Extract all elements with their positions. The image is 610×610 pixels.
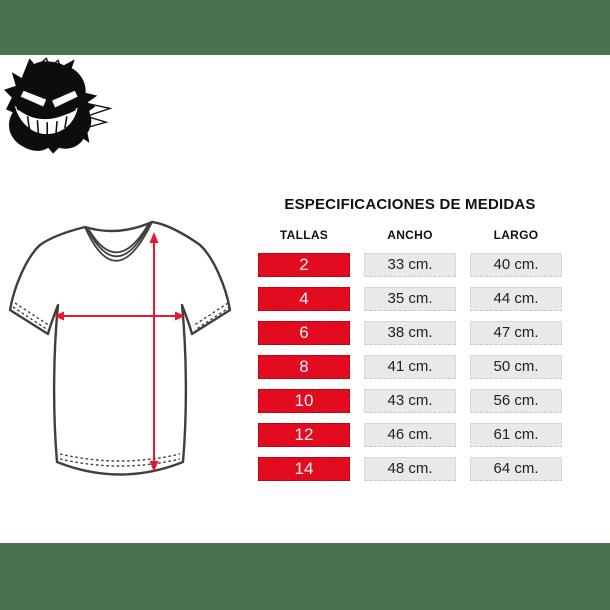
size-table-body: 2 33 cm. 40 cm. 4 35 cm. 44 cm. 6 38 cm.…: [258, 253, 562, 481]
size-cell: 14: [258, 457, 350, 481]
top-frame-band: [0, 0, 610, 55]
largo-cell: 61 cm.: [470, 423, 562, 447]
largo-cell: 56 cm.: [470, 389, 562, 413]
ancho-cell: 48 cm.: [364, 457, 456, 481]
gengar-logo-icon: [3, 57, 113, 154]
size-cell: 12: [258, 423, 350, 447]
largo-cell: 50 cm.: [470, 355, 562, 379]
table-header-row: TALLAS ANCHO LARGO: [258, 227, 562, 243]
chart-title: ESPECIFICACIONES DE MEDIDAS: [284, 196, 536, 213]
ancho-cell: 35 cm.: [364, 287, 456, 311]
ancho-cell: 38 cm.: [364, 321, 456, 345]
ancho-cell: 33 cm.: [364, 253, 456, 277]
largo-cell: 40 cm.: [470, 253, 562, 277]
length-arrow: [149, 232, 159, 472]
tshirt-diagram: [8, 220, 232, 476]
size-cell: 10: [258, 389, 350, 413]
column-header-ancho: ANCHO: [387, 228, 433, 242]
size-cell: 4: [258, 287, 350, 311]
column-header-tallas: TALLAS: [279, 228, 329, 242]
size-cell: 2: [258, 253, 350, 277]
largo-cell: 47 cm.: [470, 321, 562, 345]
size-cell: 8: [258, 355, 350, 379]
ancho-cell: 41 cm.: [364, 355, 456, 379]
width-arrow: [54, 311, 185, 321]
bottom-frame-band: [0, 543, 610, 610]
ancho-cell: 46 cm.: [364, 423, 456, 447]
column-header-largo: LARGO: [493, 228, 539, 242]
largo-cell: 64 cm.: [470, 457, 562, 481]
size-cell: 6: [258, 321, 350, 345]
ancho-cell: 43 cm.: [364, 389, 456, 413]
largo-cell: 44 cm.: [470, 287, 562, 311]
